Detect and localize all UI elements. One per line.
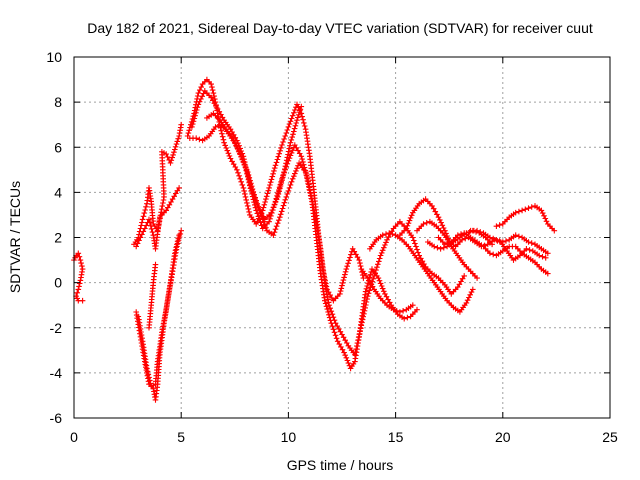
plus-markers [133, 227, 184, 403]
series-arc-10 [204, 103, 305, 223]
series-arc-12 [367, 230, 476, 315]
y-tick-label: 6 [54, 139, 62, 155]
y-tick-label: 8 [54, 94, 62, 110]
y-tick-label: 4 [54, 184, 62, 200]
x-tick-label: 0 [70, 429, 78, 445]
plus-markers [425, 227, 495, 252]
plus-markers [71, 250, 86, 304]
y-tick-label: -2 [50, 320, 63, 336]
axis-ticks: 0 5 10 15 20 25 -6 -4 -2 0 2 4 6 8 10 [46, 49, 618, 445]
y-tick-label: 0 [54, 275, 62, 291]
series-arc-17 [467, 227, 551, 257]
plus-markers [146, 261, 159, 331]
y-tick-label: -4 [50, 365, 63, 381]
series-arc-18 [425, 227, 495, 252]
y-tick-label: -6 [50, 410, 63, 426]
plus-markers [204, 103, 305, 223]
x-tick-label: 5 [177, 429, 185, 445]
x-tick-label: 10 [281, 429, 297, 445]
y-tick-label: 10 [46, 49, 62, 65]
series-arc-11 [358, 266, 416, 315]
plus-markers [135, 232, 182, 390]
plus-markers [358, 266, 416, 315]
plus-markers [367, 230, 476, 315]
series-arc-7 [184, 76, 367, 304]
series-arc-16 [493, 203, 558, 234]
y-axis-label: SDTVAR / TECUs [7, 181, 23, 293]
series-trace [186, 78, 365, 302]
data-series [71, 76, 558, 403]
plus-markers [184, 76, 367, 304]
y-tick-label: 2 [54, 230, 62, 246]
plus-markers [493, 203, 558, 234]
plus-markers [133, 185, 182, 252]
series-arc-6 [146, 261, 159, 331]
x-tick-label: 15 [388, 429, 404, 445]
x-axis-label: GPS time / hours [287, 457, 394, 473]
series-arc-5 [135, 232, 182, 390]
series-arc-3 [133, 185, 182, 252]
series-arc-4 [133, 227, 184, 403]
series-arc-1 [71, 250, 86, 304]
x-tick-label: 20 [495, 429, 511, 445]
chart-title: Day 182 of 2021, Sidereal Day-to-day VTE… [87, 20, 593, 36]
x-tick-label: 25 [602, 429, 618, 445]
